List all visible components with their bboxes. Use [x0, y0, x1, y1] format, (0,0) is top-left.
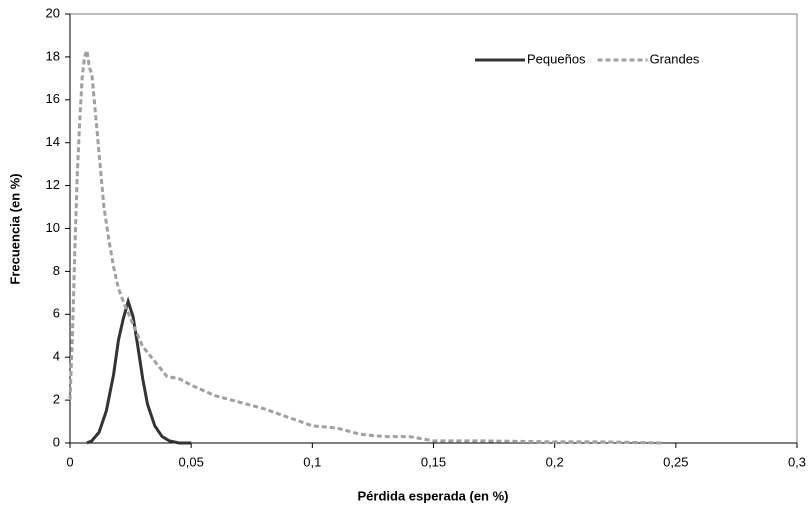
y-tick-label: 8 — [53, 263, 60, 278]
y-axis-title: Frecuencia (en %) — [7, 173, 22, 284]
y-tick-label: 20 — [46, 5, 60, 20]
y-tick-label: 18 — [46, 48, 60, 63]
x-tick-label: 0,15 — [421, 454, 446, 469]
y-tick-label: 14 — [46, 134, 60, 149]
x-axis-title: Pérdida esperada (en %) — [358, 488, 509, 503]
series-line — [86, 296, 192, 445]
x-tick-label: 0,25 — [663, 454, 688, 469]
y-tick-label: 16 — [46, 91, 60, 106]
x-tick-label: 0,1 — [303, 454, 321, 469]
x-tick-label: 0 — [66, 454, 73, 469]
y-tick-label: 10 — [46, 220, 60, 235]
y-tick-label: 6 — [53, 306, 60, 321]
x-tick-label: 0,05 — [179, 454, 204, 469]
y-tick-label: 2 — [53, 392, 60, 407]
y-tick-label: 4 — [53, 349, 60, 364]
series-line — [68, 49, 664, 445]
x-tick-label: 0,2 — [546, 454, 564, 469]
legend-label: Grandes — [650, 51, 700, 66]
x-tick-label: 0,3 — [788, 454, 806, 469]
legend-label: Pequeños — [527, 51, 586, 66]
y-tick-label: 12 — [46, 177, 60, 192]
y-tick-label: 0 — [53, 434, 60, 449]
